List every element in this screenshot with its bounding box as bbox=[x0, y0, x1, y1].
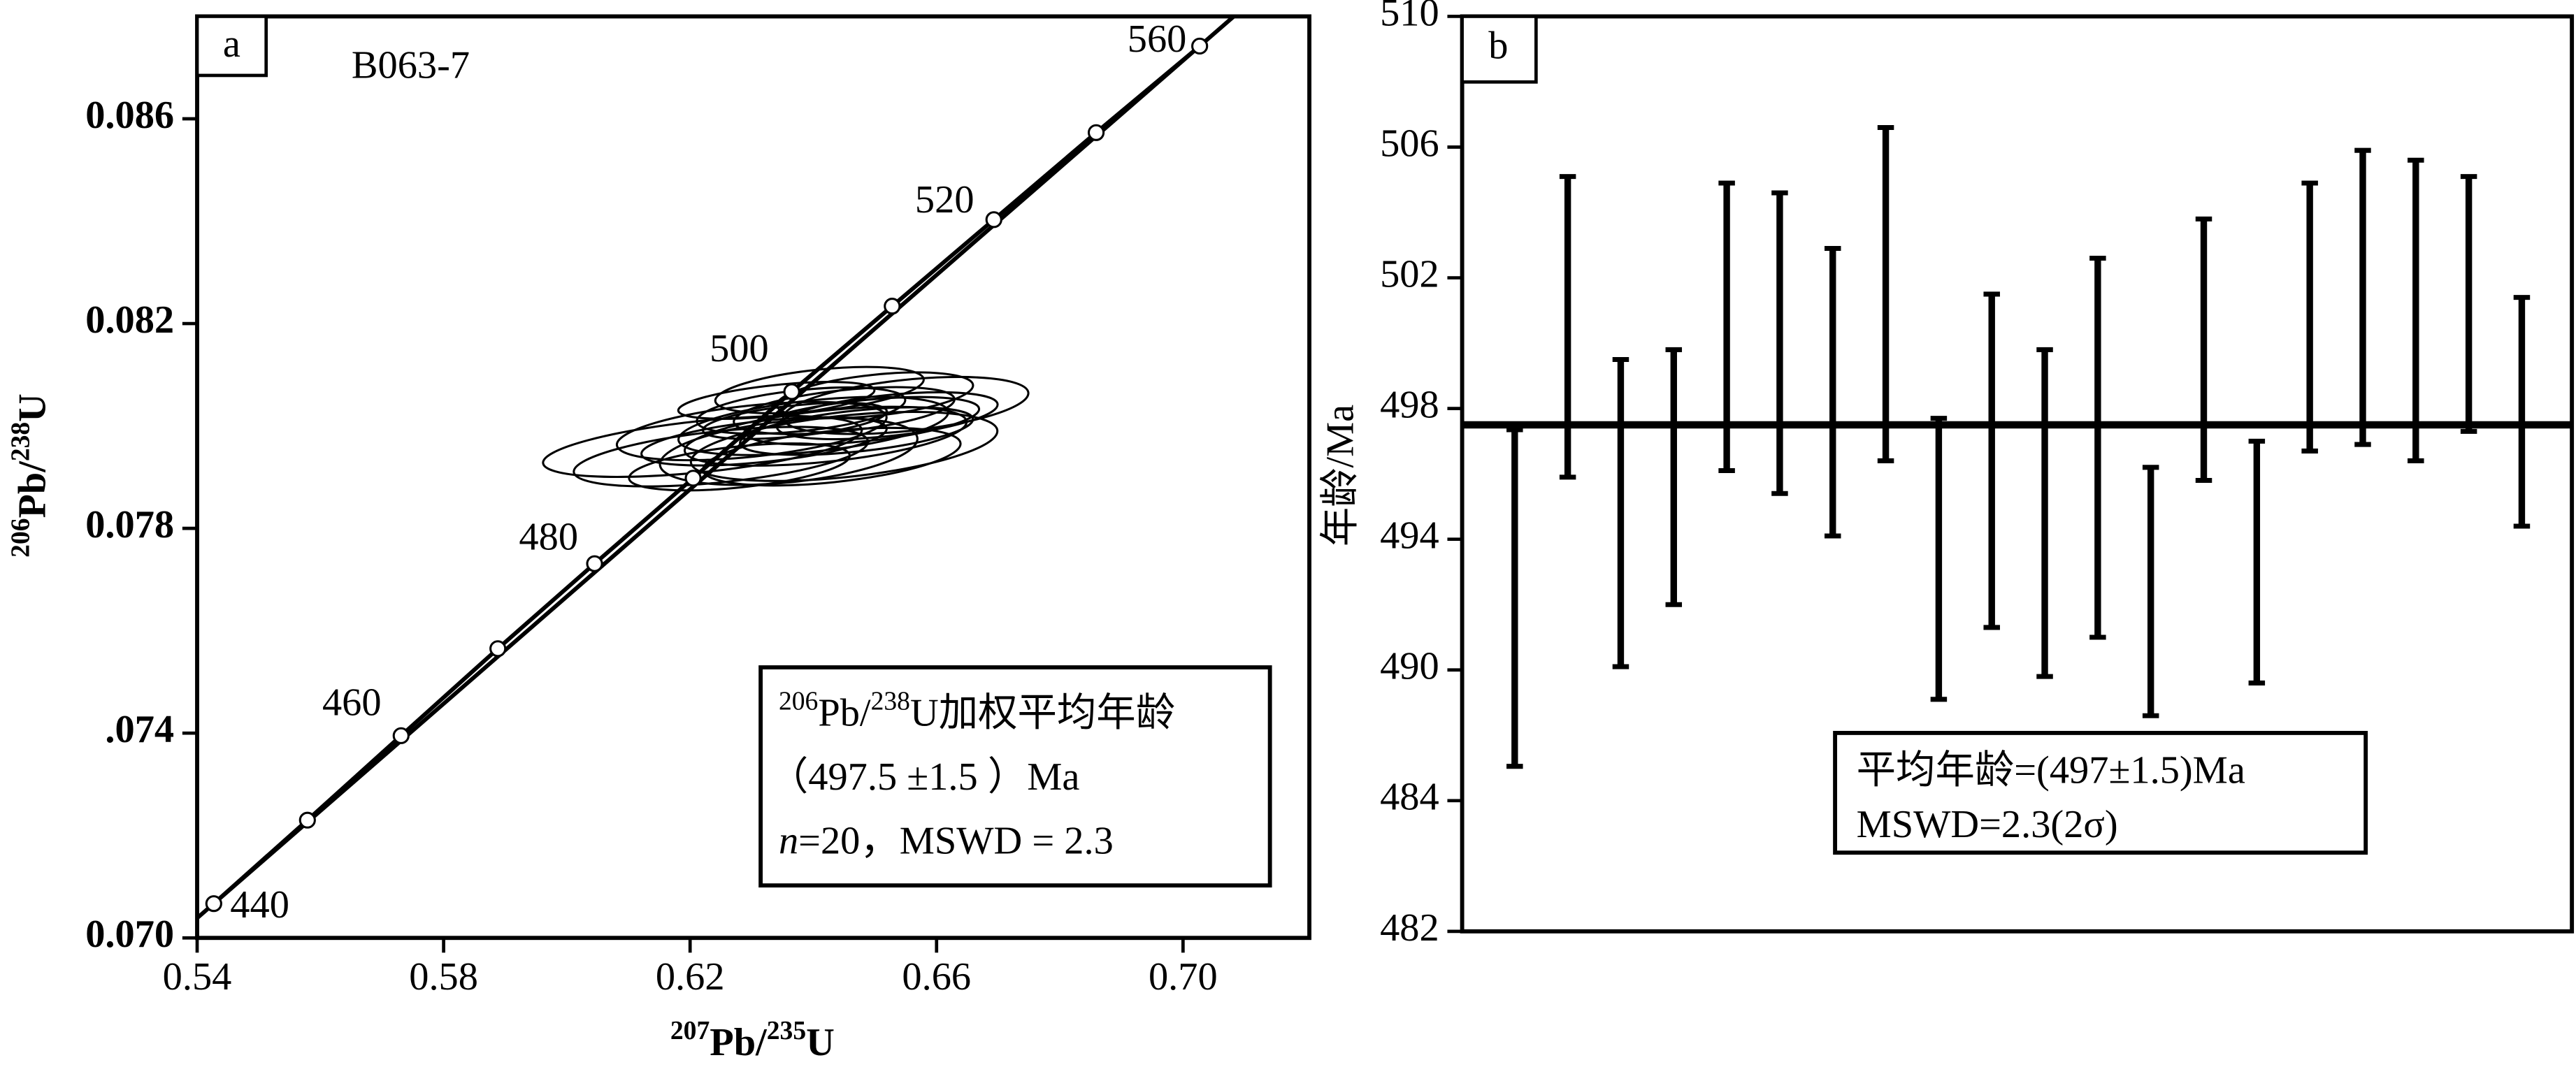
age-marker bbox=[1087, 124, 1105, 141]
result-title-part: 238 bbox=[871, 687, 910, 716]
age-marker bbox=[392, 727, 410, 744]
result-title-part: U加权平均年龄 bbox=[910, 691, 1175, 734]
x-axis-label: 207Pb/235U bbox=[670, 1017, 835, 1064]
age-marker bbox=[205, 895, 222, 913]
age-marker bbox=[489, 640, 507, 658]
error-ellipse bbox=[775, 391, 999, 440]
result-title-part: 206 bbox=[779, 687, 818, 716]
y-tick-label: 490 bbox=[1380, 645, 1439, 688]
error-bar bbox=[2513, 295, 2531, 529]
x-axis-label-part: Pb/ bbox=[710, 1021, 768, 1064]
panel-label: a bbox=[223, 22, 240, 66]
plot-frame bbox=[195, 14, 1311, 941]
y-tick-label: .074 bbox=[105, 708, 174, 751]
y-tick-label: 484 bbox=[1380, 776, 1439, 819]
age-label: 560 bbox=[1128, 17, 1187, 61]
age-label: 460 bbox=[322, 681, 382, 725]
age-label: 480 bbox=[519, 516, 578, 559]
error-ellipse bbox=[689, 410, 999, 482]
y-axis-label: 年龄/Ma bbox=[1318, 405, 1362, 546]
x-tick-label: 0.54 bbox=[163, 955, 232, 999]
age-marker bbox=[783, 383, 800, 400]
y-tick-label: 0.082 bbox=[85, 298, 174, 342]
panel-label-box bbox=[195, 15, 268, 78]
x-tick-label: 0.70 bbox=[1149, 955, 1218, 999]
result-box bbox=[758, 665, 1272, 888]
result-stats-part: n bbox=[779, 819, 798, 862]
error-bar bbox=[1612, 356, 1629, 669]
result-stats-part: =20，MSWD = 2.3 bbox=[798, 819, 1114, 862]
y-axis-label-part: Pb/ bbox=[11, 460, 55, 518]
error-ellipse bbox=[542, 414, 863, 478]
error-bar bbox=[1825, 245, 1841, 539]
error-bar bbox=[1877, 124, 1894, 463]
x-axis-label-part: 207 bbox=[670, 1017, 710, 1045]
error-bar bbox=[2089, 255, 2106, 640]
y-tick-label: 482 bbox=[1380, 906, 1439, 950]
x-tick-label: 0.66 bbox=[902, 955, 971, 999]
y-axis-label-part: 238 bbox=[7, 422, 36, 461]
y-tick-label: 498 bbox=[1380, 384, 1439, 427]
age-marker bbox=[884, 298, 901, 315]
age-label: 440 bbox=[230, 883, 289, 927]
age-marker bbox=[1191, 37, 1209, 55]
error-bar bbox=[2195, 216, 2212, 484]
y-tick-label: 0.078 bbox=[85, 503, 174, 546]
y-tick-label: 494 bbox=[1380, 514, 1439, 558]
panel-label-box bbox=[1460, 15, 1538, 84]
x-axis-label-part: 235 bbox=[767, 1017, 806, 1045]
age-marker bbox=[684, 470, 702, 487]
error-bar bbox=[2460, 174, 2477, 434]
age-marker bbox=[298, 811, 316, 829]
annotation-line: 平均年龄=(497±1.5)Ma bbox=[1857, 749, 2245, 792]
error-bar bbox=[1930, 416, 1948, 702]
error-bar bbox=[1665, 347, 1683, 607]
panel-label: b bbox=[1488, 24, 1508, 67]
error-bar bbox=[2408, 157, 2424, 463]
result-stats: n=20，MSWD = 2.3 bbox=[779, 819, 1114, 862]
y-axis-label: 206Pb/238U bbox=[7, 393, 55, 558]
error-bar bbox=[1506, 427, 1523, 769]
x-tick-label: 0.62 bbox=[656, 955, 725, 999]
annotation-line: MSWD=2.3(2σ) bbox=[1857, 803, 2118, 846]
age-label: 500 bbox=[710, 327, 769, 370]
result-title-part: Pb/ bbox=[818, 691, 871, 734]
sample-name: B063-7 bbox=[352, 44, 470, 87]
y-axis-label-part: 206 bbox=[7, 518, 36, 558]
age-marker bbox=[586, 555, 603, 572]
age-marker bbox=[985, 211, 1002, 228]
age-label: 520 bbox=[915, 178, 974, 222]
error-bar bbox=[2142, 465, 2159, 718]
error-bar bbox=[2248, 438, 2266, 685]
y-tick-label: 510 bbox=[1380, 0, 1439, 34]
error-bar bbox=[1771, 190, 1788, 496]
x-tick-label: 0.58 bbox=[409, 955, 478, 999]
error-bar bbox=[2354, 147, 2371, 447]
x-axis-label-part: U bbox=[806, 1021, 835, 1064]
annotation-box bbox=[1833, 730, 2368, 855]
result-age: （497.5 ±1.5 ）Ma bbox=[769, 755, 1080, 799]
result-title: 206Pb/238U加权平均年龄 bbox=[779, 687, 1175, 734]
error-ellipse bbox=[615, 400, 888, 462]
plot-frame bbox=[1460, 14, 2575, 934]
y-axis-label-part: U bbox=[11, 393, 55, 422]
error-bar bbox=[1983, 291, 2000, 630]
y-tick-label: 0.086 bbox=[85, 94, 174, 137]
error-bar bbox=[1559, 174, 1576, 480]
error-bar bbox=[2301, 180, 2318, 453]
y-tick-label: 506 bbox=[1380, 122, 1439, 165]
y-tick-label: 502 bbox=[1380, 253, 1439, 296]
y-tick-label: 0.070 bbox=[85, 913, 174, 956]
error-bar bbox=[2036, 347, 2053, 679]
